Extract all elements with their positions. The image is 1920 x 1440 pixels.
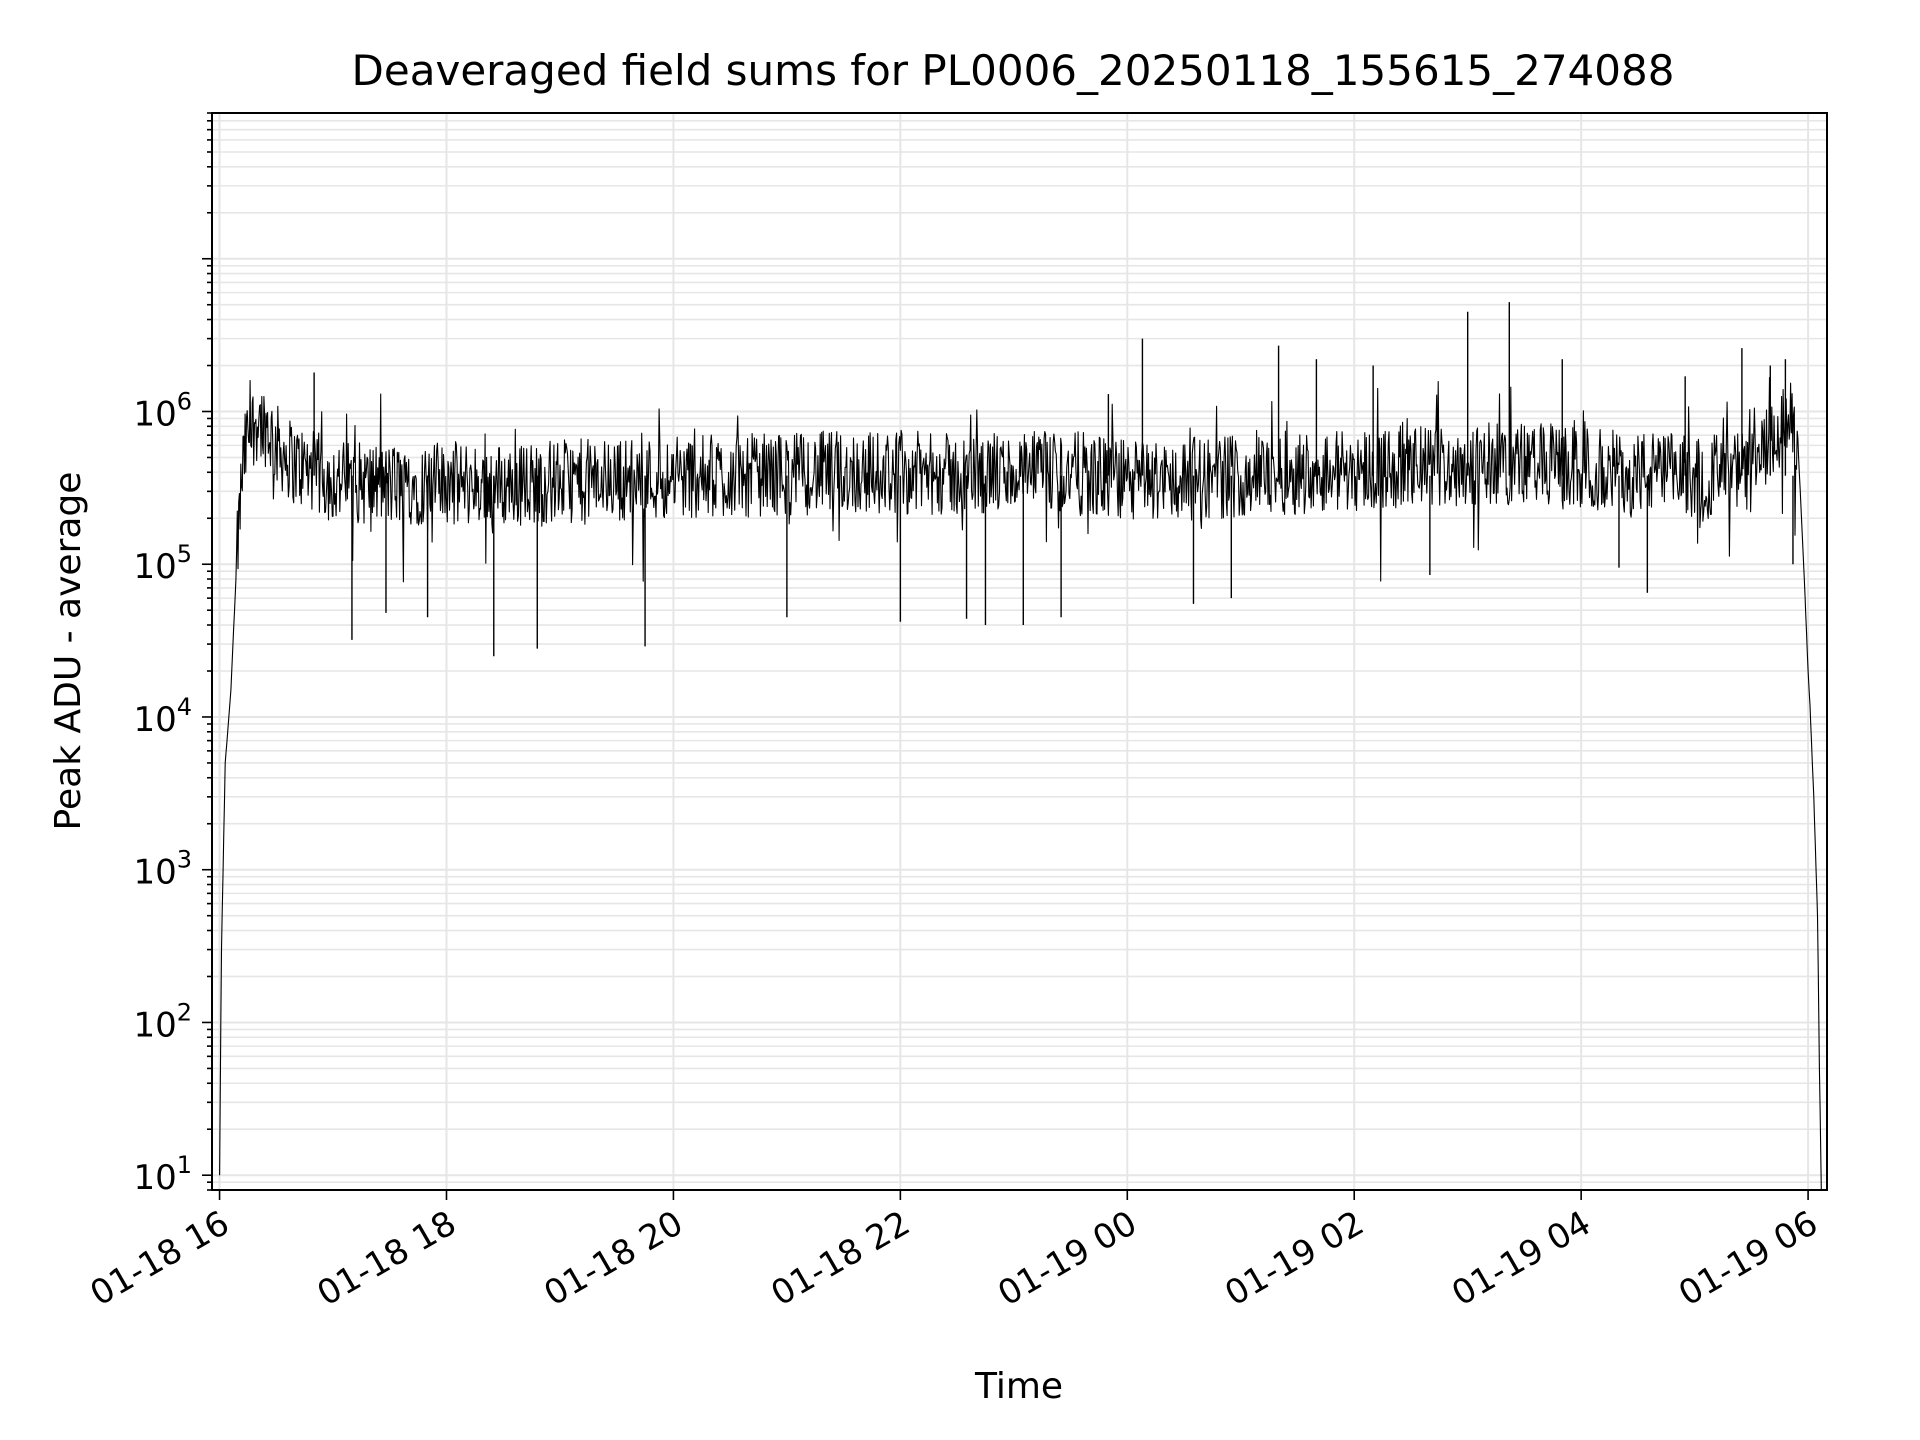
- y-tick-label: 103: [133, 846, 192, 893]
- series-layer: [219, 302, 1822, 1191]
- chart-title: Deaveraged field sums for PL0006_2025011…: [352, 46, 1675, 95]
- y-tick-label: 102: [133, 998, 192, 1045]
- grid: [212, 112, 1827, 1191]
- y-tick-label: 104: [133, 693, 192, 740]
- series-line: [219, 377, 1822, 1191]
- y-tick-label: 105: [133, 540, 192, 587]
- plot-frame: [211, 112, 1828, 1191]
- x-axis-label: Time: [974, 1366, 1063, 1407]
- y-tick-label: 106: [133, 387, 192, 434]
- y-axis: 101 102 103 104 105 106: [133, 112, 212, 1198]
- y-axis-label: Peak ADU - average: [48, 472, 89, 831]
- y-tick-label: 101: [133, 1151, 192, 1198]
